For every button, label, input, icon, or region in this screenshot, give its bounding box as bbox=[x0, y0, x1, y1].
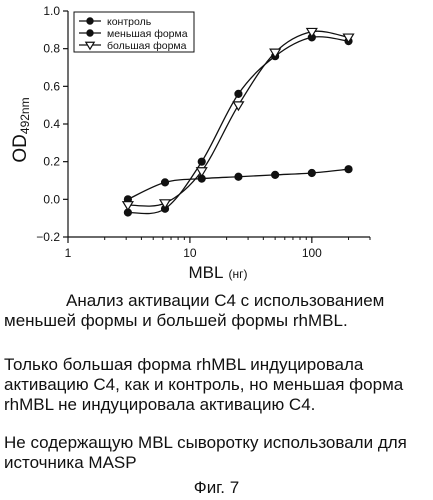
data-point bbox=[161, 179, 168, 186]
legend-label: контроль bbox=[107, 16, 152, 28]
data-point bbox=[233, 102, 243, 110]
caption-method: Не содержащую MBL сыворотку использовали… bbox=[4, 433, 429, 473]
chart-legend: контрольменьшая формабольшая форма bbox=[74, 12, 194, 52]
chart-series-layer bbox=[123, 28, 354, 216]
x-axis-label-unit: (нг) bbox=[228, 267, 247, 281]
y-axis-label-subscript: 492nm bbox=[18, 97, 32, 134]
series-3 bbox=[123, 28, 354, 210]
caption-line: rhMBL не индуцировала активацию C4. bbox=[4, 395, 429, 415]
data-point bbox=[345, 166, 352, 173]
x-tick-label: 10 bbox=[183, 246, 197, 260]
series-1 bbox=[124, 34, 352, 216]
figure-label: Фиг. 7 bbox=[0, 478, 433, 498]
caption-summary: Анализ активации C4 с использованием мен… bbox=[4, 291, 429, 331]
x-tick-label: 100 bbox=[302, 246, 322, 260]
data-point bbox=[235, 90, 242, 97]
y-tick-label: 0.8 bbox=[43, 42, 60, 56]
data-point bbox=[87, 30, 93, 36]
legend-label: меньшая форма bbox=[107, 28, 188, 40]
y-tick-label: 0.2 bbox=[43, 155, 60, 169]
chart: −0.2 0.0 0.2 0.4 0.6 0.8 1.0 1 10 100 контрольмен… bbox=[0, 0, 433, 285]
data-point bbox=[198, 158, 205, 165]
x-tick-label: 1 bbox=[65, 246, 72, 260]
data-point bbox=[308, 169, 315, 176]
x-axis-label: MBL(нг) bbox=[189, 263, 248, 282]
data-point bbox=[235, 173, 242, 180]
y-tick-label: −0.2 bbox=[36, 230, 60, 244]
y-tick-label: 0.4 bbox=[43, 117, 60, 131]
data-point bbox=[87, 18, 93, 24]
data-point bbox=[272, 171, 279, 178]
legend-label: большая форма bbox=[107, 40, 187, 52]
caption-line: Не содержащую MBL сыворотку использовали… bbox=[4, 433, 429, 453]
caption-line: Анализ активации C4 с использованием bbox=[4, 291, 429, 311]
caption-result: Только большая форма rhMBL индуцировала … bbox=[4, 355, 429, 415]
y-axis-label: OD492nm bbox=[10, 97, 32, 162]
caption-line: источника MASP bbox=[4, 453, 429, 473]
caption-line: Только большая форма rhMBL индуцировала bbox=[4, 355, 429, 375]
caption-line: меньшей формы и большей формы rhMBL. bbox=[4, 311, 429, 331]
caption-line: активацию C4, как и контроль, но меньшая… bbox=[4, 375, 429, 395]
series-line bbox=[128, 37, 349, 214]
y-tick-label: 1.0 bbox=[43, 4, 60, 18]
y-tick-label: 0.0 bbox=[43, 192, 60, 206]
series-2 bbox=[124, 166, 352, 203]
data-point bbox=[123, 202, 133, 210]
y-tick-label: 0.6 bbox=[43, 79, 60, 93]
